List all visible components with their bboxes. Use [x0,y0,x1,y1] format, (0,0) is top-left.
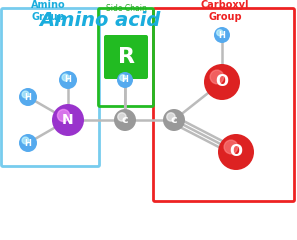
Circle shape [163,109,185,131]
Circle shape [22,91,29,98]
Text: Side Chain: Side Chain [105,4,146,13]
Text: Carboxyl
Group: Carboxyl Group [201,0,249,22]
Circle shape [118,113,126,121]
Circle shape [217,30,223,36]
Circle shape [224,140,238,154]
Circle shape [19,88,37,106]
Circle shape [167,113,175,121]
Circle shape [57,109,69,122]
Circle shape [204,64,240,100]
Text: H: H [121,76,128,84]
Circle shape [117,72,133,88]
Text: c: c [122,115,128,125]
Text: H: H [25,138,31,148]
Circle shape [59,71,77,89]
Text: Amino acid: Amino acid [39,11,161,30]
Circle shape [22,137,29,144]
Circle shape [210,70,224,84]
Circle shape [120,75,126,81]
Circle shape [114,109,136,131]
Circle shape [218,134,254,170]
Text: O: O [230,144,242,160]
Text: R: R [118,47,135,67]
Text: H: H [64,76,72,84]
Text: Amino
Group: Amino Group [31,0,65,22]
Circle shape [214,27,230,43]
Text: O: O [216,74,228,90]
Text: c: c [171,115,177,125]
FancyBboxPatch shape [104,35,148,79]
Text: N: N [62,113,74,127]
Circle shape [52,104,84,136]
Circle shape [19,134,37,152]
Text: H: H [25,92,31,102]
Circle shape [62,74,69,81]
Text: H: H [219,30,225,40]
